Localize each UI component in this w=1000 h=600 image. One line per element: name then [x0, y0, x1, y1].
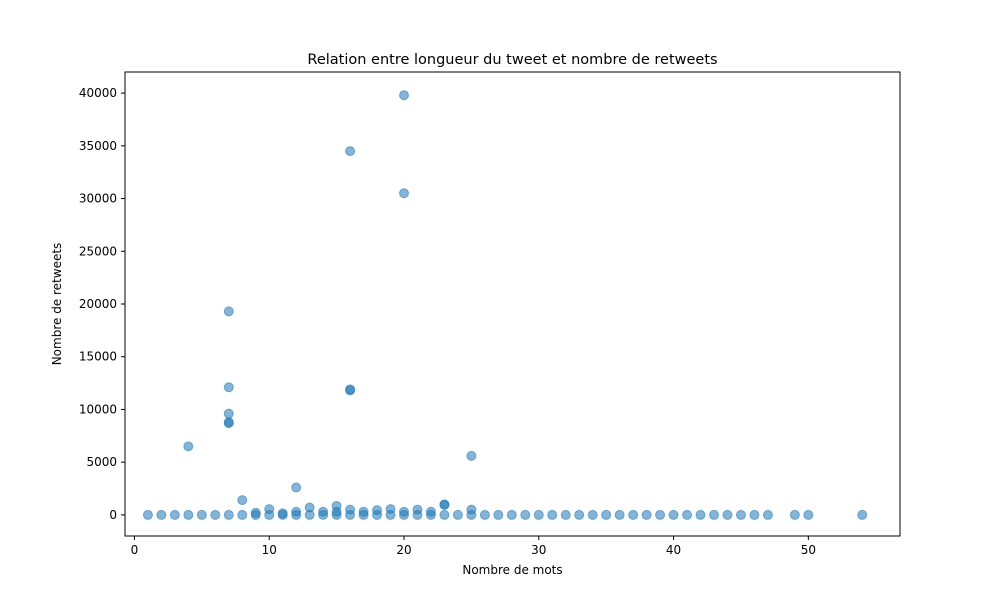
data-point [399, 188, 409, 199]
data-point [169, 509, 180, 520]
data-point [520, 509, 531, 520]
data-point [264, 504, 275, 515]
data-point [399, 506, 409, 517]
data-point [641, 509, 652, 520]
data-point [345, 146, 356, 157]
data-points [142, 90, 868, 520]
data-point [425, 506, 436, 517]
y-tick-label: 10000 [79, 402, 117, 416]
data-point [493, 509, 504, 520]
data-point [223, 509, 234, 520]
data-point [506, 509, 517, 520]
data-point [345, 504, 356, 515]
data-point [385, 504, 396, 515]
x-axis-title: Nombre de mots [462, 563, 562, 577]
data-point [399, 90, 409, 101]
data-point [439, 499, 450, 510]
data-point [277, 508, 288, 519]
data-point [466, 504, 477, 515]
data-point [560, 509, 571, 520]
y-tick-label: 15000 [79, 350, 117, 364]
data-point [142, 509, 153, 520]
data-point [331, 506, 342, 517]
plot-area-frame [124, 71, 901, 537]
y-tick-label: 25000 [79, 244, 117, 258]
data-point [372, 505, 383, 516]
data-point [318, 506, 329, 517]
data-point [655, 509, 666, 520]
y-axis-title: Nombre de retweets [50, 243, 64, 366]
data-point [183, 441, 194, 452]
x-tick-label: 20 [396, 543, 411, 557]
data-point [358, 506, 369, 517]
data-point [695, 509, 706, 520]
x-tick-label: 0 [131, 543, 139, 557]
data-point [762, 509, 773, 520]
data-point [547, 509, 558, 520]
data-point [223, 408, 234, 419]
data-point [803, 509, 814, 520]
data-point [304, 502, 315, 513]
y-tick-label: 35000 [79, 139, 117, 153]
x-tick-label: 50 [801, 543, 816, 557]
data-point [223, 306, 234, 317]
data-point [682, 509, 693, 520]
x-tick-label: 30 [531, 543, 546, 557]
data-point [628, 509, 639, 520]
data-point [291, 506, 302, 517]
data-point [237, 509, 248, 520]
data-point [210, 509, 221, 520]
y-tick-label: 0 [109, 508, 117, 522]
data-point [668, 509, 679, 520]
y-tick-label: 40000 [79, 86, 117, 100]
data-point [439, 509, 450, 520]
x-tick-label: 10 [262, 543, 277, 557]
data-point [479, 509, 490, 520]
data-point [412, 504, 423, 515]
data-point [857, 509, 868, 520]
y-tick-label: 30000 [79, 192, 117, 206]
data-point [237, 495, 248, 506]
x-tick-label: 40 [666, 543, 681, 557]
data-point [196, 509, 207, 520]
data-point [709, 509, 719, 520]
data-point [250, 507, 261, 518]
data-point [291, 482, 302, 493]
chart-title: Relation entre longueur du tweet et nomb… [307, 52, 717, 68]
data-point [749, 509, 760, 520]
data-point [789, 509, 800, 520]
y-tick-label: 5000 [86, 455, 117, 469]
data-point [601, 509, 612, 520]
data-point [614, 509, 625, 520]
data-point [722, 509, 733, 520]
data-point [574, 509, 585, 520]
data-point [735, 509, 746, 520]
data-point [223, 382, 234, 393]
data-point [183, 509, 194, 520]
data-point [452, 509, 463, 520]
data-point [223, 417, 234, 428]
data-point [533, 509, 544, 520]
y-tick-label: 20000 [79, 297, 117, 311]
axis-ticks: 0 10 20 30 40 50 0 5000 10000 15000 20000 25000 3000… [79, 86, 816, 557]
data-point [466, 450, 477, 461]
data-point [587, 509, 598, 520]
data-point [156, 509, 167, 520]
data-point [345, 384, 356, 395]
